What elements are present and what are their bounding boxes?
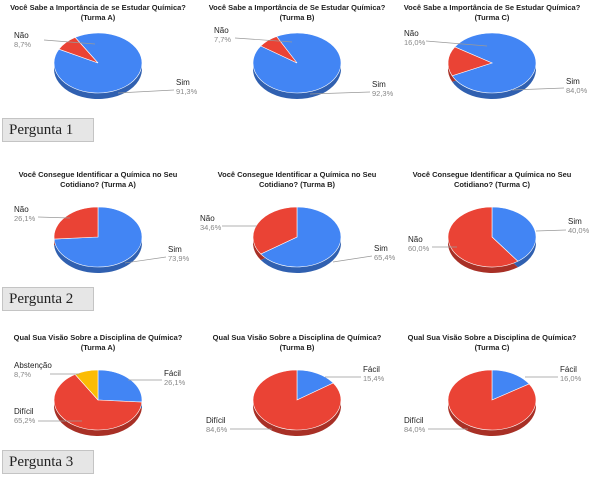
slice-percent: 65,4% <box>374 253 396 262</box>
pie-slice-fácil <box>491 369 530 401</box>
slice-label: Sim <box>566 77 580 86</box>
pie-slice-difícil <box>53 374 143 431</box>
slice-percent: 84,6% <box>206 425 228 434</box>
slice-percent: 15,4% <box>363 374 385 383</box>
slice-label: Difícil <box>14 407 34 416</box>
slice-percent: 8,7% <box>14 40 31 49</box>
pie-slice-sim <box>451 32 537 94</box>
label-leader-line <box>43 39 96 45</box>
chart-title: Você Sabe a Importância de Se Estudar Qu… <box>404 3 581 22</box>
slice-percent: 16,0% <box>404 38 426 47</box>
pie-slice-difícil <box>447 369 537 431</box>
chart-title: Você Consegue Identificar a Química no S… <box>218 170 377 189</box>
chart-title: Você Consegue Identificar a Química no S… <box>413 170 572 189</box>
pie-slice-fácil <box>97 369 143 403</box>
section-label-pergunta-2: Pergunta 2 <box>2 287 94 311</box>
pie-chart-1: Você Sabe a Importância de se Estudar Qu… <box>10 3 198 99</box>
label-leader-line <box>234 37 293 43</box>
pie-chart-3: Você Sabe a Importância de Se Estudar Qu… <box>404 3 588 100</box>
label-leader-line <box>535 229 567 232</box>
slice-label: Sim <box>372 80 386 89</box>
slice-percent: 34,6% <box>200 223 222 232</box>
slice-label: Não <box>404 29 419 38</box>
pie-slice-sim <box>260 206 342 268</box>
slice-label: Fácil <box>164 369 181 378</box>
slice-label: Não <box>408 235 423 244</box>
label-leader-line <box>124 256 167 264</box>
slice-percent: 92,3% <box>372 89 394 98</box>
slice-percent: 26,1% <box>14 214 36 223</box>
slice-percent: 73,9% <box>168 254 190 263</box>
label-leader-line <box>37 216 71 219</box>
chart-title: Qual Sua Visão Sobre a Disciplina de Quí… <box>213 333 382 352</box>
slice-label: Abstenção <box>14 361 52 370</box>
slice-label: Sim <box>176 78 190 87</box>
slice-percent: 91,3% <box>176 87 198 96</box>
slice-label: Fácil <box>363 365 380 374</box>
slice-percent: 26,1% <box>164 378 186 387</box>
label-leader-line <box>511 87 565 91</box>
slice-percent: 8,7% <box>14 370 31 379</box>
pie-slice-abstenção <box>74 369 99 401</box>
pie-slice-não <box>53 206 99 240</box>
pie-slice-não <box>447 206 519 268</box>
label-leader-line <box>425 40 488 47</box>
label-leader-line <box>309 91 371 95</box>
slice-percent: 7,7% <box>214 35 231 44</box>
pie-chart-8: Qual Sua Visão Sobre a Disciplina de Quí… <box>206 333 385 437</box>
pie-slice-difícil <box>252 369 342 431</box>
pie-chart-9: Qual Sua Visão Sobre a Disciplina de Quí… <box>404 333 582 437</box>
slice-percent: 60,0% <box>408 244 430 253</box>
pie-chart-4: Você Consegue Identificar a Química no S… <box>14 170 190 273</box>
slice-percent: 84,0% <box>566 86 588 95</box>
slice-label: Sim <box>568 217 582 226</box>
slice-label: Não <box>14 31 29 40</box>
pie-slice-sim <box>252 32 342 94</box>
pie-slice-não <box>447 46 493 77</box>
label-leader-line <box>332 255 373 263</box>
pie-chart-5: Você Consegue Identificar a Química no S… <box>200 170 396 273</box>
pie-chart-7: Qual Sua Visão Sobre a Disciplina de Quí… <box>14 333 186 437</box>
pie-chart-6: Você Consegue Identificar a Química no S… <box>408 170 590 274</box>
slice-label: Não <box>14 205 29 214</box>
pie-slice-sim <box>491 206 537 262</box>
slice-label: Fácil <box>560 365 577 374</box>
slice-percent: 40,0% <box>568 226 590 235</box>
slice-percent: 84,0% <box>404 425 426 434</box>
chart-title: Qual Sua Visão Sobre a Disciplina de Quí… <box>408 333 577 352</box>
chart-title: Qual Sua Visão Sobre a Disciplina de Quí… <box>14 333 183 352</box>
section-label-pergunta-3: Pergunta 3 <box>2 450 94 474</box>
slice-label: Não <box>200 214 215 223</box>
slice-label: Difícil <box>404 416 424 425</box>
slice-label: Difícil <box>206 416 226 425</box>
slice-label: Não <box>214 26 229 35</box>
pie-slice-não <box>58 37 99 64</box>
slice-percent: 65,2% <box>14 416 36 425</box>
pie-slice-não <box>252 206 298 255</box>
slice-label: Sim <box>168 245 182 254</box>
slice-percent: 16,0% <box>560 374 582 383</box>
chart-title: Você Sabe a Importância de Se Estudar Qu… <box>209 3 386 22</box>
section-label-pergunta-1: Pergunta 1 <box>2 118 94 142</box>
chart-title: Você Sabe a Importância de se Estudar Qu… <box>10 3 186 22</box>
label-leader-line <box>117 89 175 94</box>
slice-label: Sim <box>374 244 388 253</box>
chart-title: Você Consegue Identificar a Química no S… <box>19 170 178 189</box>
pie-chart-2: Você Sabe a Importância de Se Estudar Qu… <box>209 3 394 99</box>
